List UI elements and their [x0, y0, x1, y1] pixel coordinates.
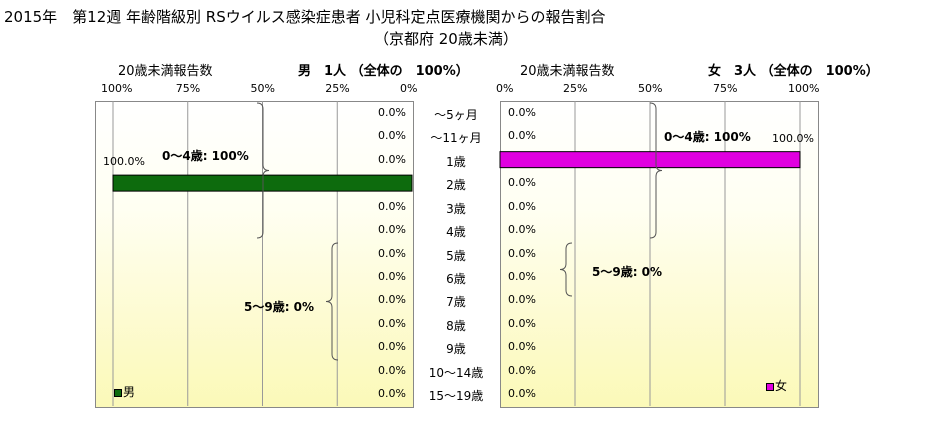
age-label: ～11ヶ月 [430, 131, 482, 146]
male-value-label: 0.0% [378, 129, 406, 143]
male-legend-label: 男 [123, 385, 136, 399]
male-legend: 男 [114, 383, 135, 400]
male-axis-label: 20歳未満報告数 [118, 64, 213, 79]
female-value-label: 0.0% [508, 176, 536, 190]
male-value-label: 0.0% [378, 316, 406, 330]
female-axis-tick: 50% [638, 82, 663, 95]
age-label: 2歳 [446, 178, 466, 193]
male-axis-tick: 100% [101, 82, 133, 95]
male-brace-0-4-label: 0～4歳: 100% [162, 149, 249, 163]
male-value-label: 0.0% [378, 293, 406, 307]
female-value-label: 0.0% [508, 316, 536, 330]
male-value-label: 0.0% [378, 269, 406, 283]
female-axis-tick: 25% [563, 82, 588, 95]
male-legend-swatch [114, 388, 122, 397]
male-header: 男 1人 （全体の 100%） [298, 64, 469, 79]
female-brace-0-4-label: 0～4歳: 100% [664, 130, 751, 144]
age-label: 8歳 [446, 318, 466, 333]
age-label: 5歳 [446, 248, 466, 263]
female-brace-5-9-label: 5～9歳: 0% [592, 265, 663, 279]
female-value-label: 0.0% [508, 199, 536, 213]
male-axis-tick: 75% [175, 82, 201, 95]
female-axis-tick: 100% [788, 82, 820, 95]
male-brace-5-9-label: 5～9歳: 0% [244, 300, 315, 314]
male-brace-0-4 [256, 102, 270, 239]
chart-subtitle: （京都府 20歳未満） [374, 30, 518, 48]
female-brace-5-9 [559, 242, 573, 297]
female-value-label: 100.0% [772, 131, 814, 145]
female-value-label: 0.0% [508, 246, 536, 260]
age-label: 7歳 [446, 295, 466, 310]
male-value-label: 0.0% [378, 246, 406, 260]
male-brace-5-9 [325, 242, 339, 361]
female-axis-tick: 75% [713, 82, 738, 95]
female-value-label: 0.0% [508, 105, 536, 119]
male-plot-area [95, 101, 414, 408]
female-bar [499, 151, 801, 169]
female-brace-0-4 [649, 102, 663, 239]
female-value-label: 0.0% [508, 269, 536, 283]
female-value-label: 0.0% [508, 223, 536, 237]
male-value-label: 100.0% [103, 155, 145, 169]
male-value-label: 0.0% [378, 199, 406, 213]
female-value-label: 0.0% [508, 363, 536, 377]
age-label: 15～19歳 [428, 389, 484, 404]
age-label: 9歳 [446, 342, 466, 357]
age-label: 4歳 [446, 225, 466, 240]
male-value-label: 0.0% [378, 340, 406, 354]
male-value-label: 0.0% [378, 105, 406, 119]
female-value-label: 0.0% [508, 293, 536, 307]
female-legend-label: 女 [775, 379, 788, 393]
female-value-label: 0.0% [508, 387, 536, 401]
male-value-label: 0.0% [378, 387, 406, 401]
male-axis-tick: 0% [400, 82, 418, 95]
male-axis-tick: 50% [250, 82, 275, 95]
male-value-label: 0.0% [378, 152, 406, 166]
female-header: 女 3人 （全体の 100%） [708, 64, 879, 79]
chart-title: 2015年 第12週 年齢階級別 RSウイルス感染症患者 小児科定点医療機関から… [4, 8, 606, 26]
age-label: 10～14歳 [428, 365, 484, 380]
female-legend-swatch [766, 382, 774, 391]
female-axis-label: 20歳未満報告数 [520, 64, 615, 79]
female-value-label: 0.0% [508, 340, 536, 354]
male-axis-tick: 25% [325, 82, 350, 95]
age-label: 6歳 [446, 271, 466, 286]
male-value-label: 0.0% [378, 223, 406, 237]
female-legend: 女 [766, 377, 787, 394]
age-label: 3歳 [446, 201, 466, 216]
male-value-label: 0.0% [378, 363, 406, 377]
female-axis-tick: 0% [496, 82, 514, 95]
age-label: 1歳 [446, 154, 466, 169]
female-value-label: 0.0% [508, 129, 536, 143]
age-label: ～5ヶ月 [434, 107, 478, 122]
